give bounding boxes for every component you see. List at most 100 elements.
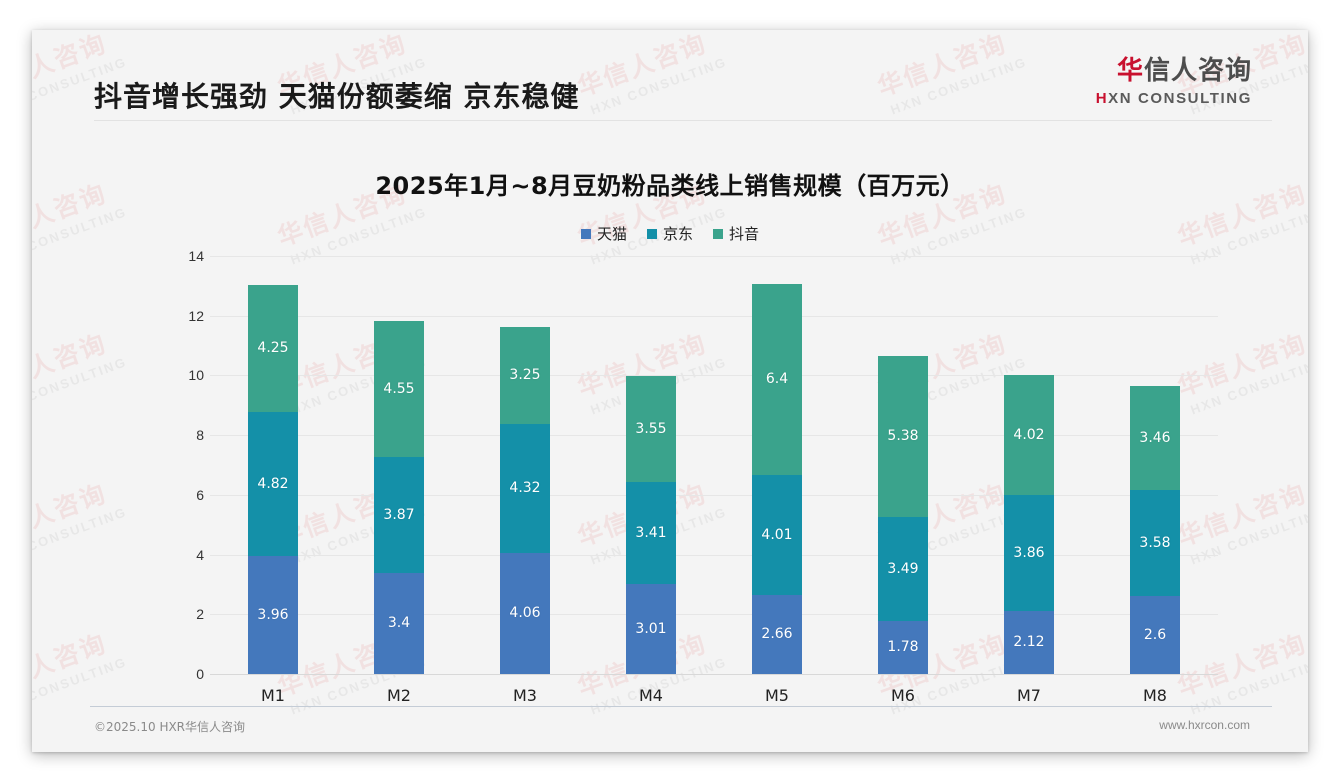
gridline (210, 315, 1218, 317)
legend-label: 天猫 (596, 225, 627, 243)
x-axis-tick-M7: M7 (1017, 686, 1041, 705)
bar-segment-天猫[interactable]: 3.01 (626, 584, 676, 674)
bar-segment-抖音[interactable]: 4.55 (374, 321, 424, 457)
bar-stack: 3.4 3.87 4.55 (374, 321, 424, 674)
page-title: 抖音增长强劲 天猫份额萎缩 京东稳健 (94, 80, 580, 113)
bar-segment-抖音[interactable]: 3.46 (1130, 386, 1180, 490)
legend-swatch-icon (713, 228, 723, 239)
bar-segment-京东[interactable]: 3.41 (626, 482, 676, 585)
bar-segment-抖音[interactable]: 3.55 (626, 376, 676, 483)
bar-column-M2[interactable]: 3.4 3.87 4.55 (336, 256, 462, 674)
bar-segment-京东[interactable]: 3.58 (1130, 489, 1180, 597)
bar-segment-天猫[interactable]: 3.96 (248, 555, 298, 674)
bar-segment-天猫[interactable]: 3.4 (374, 572, 424, 674)
logo-cn-red-char: 华 (1116, 56, 1144, 86)
bar-segment-天猫[interactable]: 4.06 (500, 552, 550, 674)
chart-title: 2025年1月~8月豆奶粉品类线上销售规模（百万元） (375, 172, 965, 200)
bar-value-label: 3.96 (257, 606, 289, 623)
chart-legend: 天猫 京东 抖音 (32, 223, 1308, 244)
bar-stack: 3.01 3.41 3.55 (626, 376, 676, 674)
legend-item-京东[interactable]: 京东 (646, 223, 693, 244)
bar-column-M1[interactable]: 3.96 4.82 4.25 (210, 256, 336, 674)
footer-divider (90, 706, 1272, 707)
bar-stack: 3.96 4.82 4.25 (248, 284, 298, 674)
chart-container: 2025年1月~8月豆奶粉品类线上销售规模（百万元） 天猫 京东 抖音 14 12 10… (32, 121, 1308, 705)
bar-column-M3[interactable]: 4.06 4.32 3.25 (462, 256, 588, 674)
bar-segment-天猫[interactable]: 2.66 (752, 594, 802, 674)
y-axis-tick-label: 0 (196, 666, 204, 682)
bar-value-label: 3.41 (635, 525, 667, 542)
bar-column-M5[interactable]: 2.66 4.01 6.4 (714, 256, 840, 674)
y-axis-tick-label: 2 (196, 606, 204, 623)
bar-value-label: 3.55 (635, 421, 667, 438)
bar-stack: 4.06 4.32 3.25 (500, 326, 550, 674)
bar-value-label: 3.87 (383, 506, 415, 523)
bar-column-M8[interactable]: 2.6 3.58 3.46 (1092, 256, 1218, 674)
plot-area: 14 12 10 8 6 4 2 0 3.96 4.82 4.25 3.4 3.87 4.55 4.06 4… (178, 248, 1218, 682)
x-axis-tick-M5: M5 (765, 686, 789, 705)
bar-segment-京东[interactable]: 3.86 (1004, 495, 1054, 611)
bar-segment-天猫[interactable]: 2.12 (1004, 610, 1054, 674)
bar-value-label: 2.12 (1013, 634, 1045, 651)
bar-stack: 2.12 3.86 4.02 (1004, 375, 1054, 674)
bar-value-label: 3.86 (1013, 545, 1045, 562)
bar-segment-京东[interactable]: 4.82 (248, 411, 298, 556)
bar-value-label: 3.58 (1139, 534, 1171, 551)
bar-value-label: 3.4 (387, 615, 411, 632)
logo-en-rest: XN CONSULTING (1108, 90, 1252, 107)
y-axis-tick-label: 4 (196, 546, 204, 563)
y-axis-tick-label: 8 (196, 427, 204, 444)
bar-column-M6[interactable]: 1.78 3.49 5.38 (840, 256, 966, 674)
x-axis-tick-M6: M6 (891, 686, 915, 705)
bar-segment-抖音[interactable]: 4.02 (1004, 375, 1054, 496)
slide-header: 抖音增长强劲 天猫份额萎缩 京东稳健 华信人咨询 HXN CONSULTING (32, 30, 1308, 121)
bar-segment-京东[interactable]: 3.87 (374, 456, 424, 573)
bar-value-label: 4.02 (1013, 427, 1045, 444)
footer-website[interactable]: www.hxrcon.com (1159, 718, 1250, 732)
x-axis-tick-M8: M8 (1143, 686, 1167, 705)
bar-value-label: 4.32 (509, 480, 541, 497)
slide-footer: ©2025.10 HXR华信人咨询 www.hxrcon.com (32, 706, 1308, 752)
bar-value-label: 4.06 (509, 605, 541, 622)
bar-column-M7[interactable]: 2.12 3.86 4.02 (966, 256, 1092, 674)
gridline (210, 435, 1218, 437)
bar-value-label: 3.25 (509, 367, 541, 384)
slide-canvas: 华信人咨询 HXN CONSULTING 华信人咨询 HXN CONSULTING华信… (32, 30, 1308, 752)
gridline (210, 494, 1218, 496)
header-divider (94, 120, 1272, 121)
bar-segment-天猫[interactable]: 1.78 (878, 620, 928, 674)
bar-value-label: 2.6 (1143, 627, 1167, 644)
bar-segment-京东[interactable]: 3.49 (878, 516, 928, 621)
logo-chinese-text: 华信人咨询 (1096, 58, 1252, 84)
x-axis-tick-M1: M1 (261, 686, 285, 705)
bar-segment-抖音[interactable]: 6.4 (752, 283, 802, 475)
bar-value-label: 2.66 (761, 626, 793, 643)
bar-column-M4[interactable]: 3.01 3.41 3.55 (588, 256, 714, 674)
bar-segment-抖音[interactable]: 5.38 (878, 356, 928, 517)
legend-swatch-icon (646, 228, 657, 239)
bar-value-label: 1.78 (887, 639, 919, 656)
x-axis-labels: M1 M2 M3 M4 M5 M6 M7 M8 (210, 674, 1218, 705)
legend-swatch-icon (580, 228, 591, 239)
logo-en-red-char: H (1095, 90, 1109, 107)
bar-segment-京东[interactable]: 4.01 (752, 474, 802, 595)
legend-label: 抖音 (729, 225, 760, 243)
legend-item-抖音[interactable]: 抖音 (713, 223, 759, 244)
logo-cn-rest: 信人咨询 (1143, 56, 1252, 86)
legend-item-天猫[interactable]: 天猫 (580, 223, 627, 244)
bar-value-label: 4.82 (257, 475, 289, 492)
x-axis-tick-M3: M3 (513, 686, 537, 705)
bar-segment-天猫[interactable]: 2.6 (1130, 596, 1180, 674)
bar-series-group: 3.96 4.82 4.25 3.4 3.87 4.55 4.06 4.32 3.25 3.01 3… (210, 256, 1218, 674)
y-axis-tick-label: 12 (188, 307, 204, 324)
gridline (210, 256, 1218, 257)
bar-value-label: 4.25 (257, 340, 289, 357)
bar-segment-抖音[interactable]: 3.25 (500, 326, 550, 424)
gridline (210, 614, 1218, 616)
bar-segment-抖音[interactable]: 4.25 (248, 284, 298, 412)
company-logo: 华信人咨询 HXN CONSULTING (1096, 58, 1252, 106)
gridline (210, 554, 1218, 556)
x-axis-tick-M4: M4 (639, 686, 663, 705)
bar-segment-京东[interactable]: 4.32 (500, 423, 550, 553)
legend-label: 京东 (662, 225, 693, 243)
